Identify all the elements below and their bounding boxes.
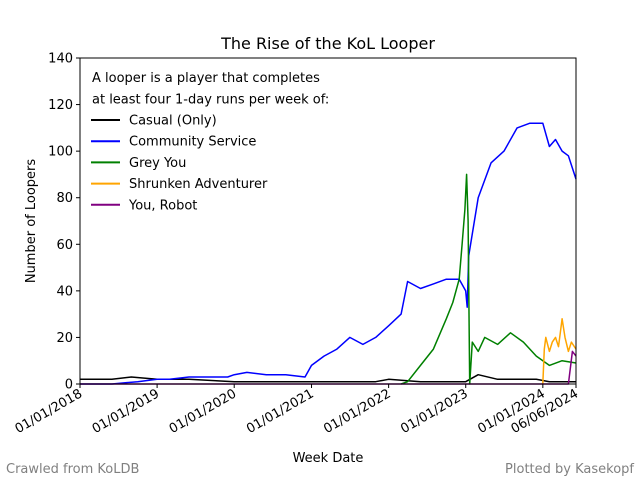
series-line-0 (80, 373, 576, 383)
x-tick-label: 01/01/2019 (90, 386, 162, 436)
y-tick-label: 20 (56, 331, 73, 346)
x-tick-label: 01/01/2022 (321, 386, 393, 436)
legend-note: at least four 1-day runs per week of: (92, 93, 329, 108)
legend-entry: Community Service (129, 135, 256, 150)
y-tick-label: 0 (65, 378, 73, 393)
footer-credit-right: Plotted by Kasekopf (505, 462, 634, 477)
legend-note: A looper is a player that completes (92, 71, 320, 86)
y-tick-label: 120 (48, 98, 73, 113)
chart-title: The Rise of the KoL Looper (220, 34, 435, 53)
y-axis-label: Number of Loopers (24, 159, 39, 284)
y-tick-label: 100 (48, 145, 73, 160)
y-tick-label: 40 (56, 284, 73, 299)
series-line-2 (400, 173, 577, 385)
y-tick-label: 60 (56, 238, 73, 253)
series-line-3 (542, 318, 577, 385)
legend-entry: Casual (Only) (129, 114, 217, 129)
x-tick-label: 01/01/2018 (13, 386, 85, 436)
plot-frame (79, 57, 577, 385)
x-tick-label: 01/01/2020 (167, 386, 239, 436)
y-tick-label: 80 (56, 191, 73, 206)
legend: A looper is a player that completes at le… (91, 71, 329, 213)
legend-entry: You, Robot (128, 198, 197, 213)
series-line-1 (80, 122, 577, 385)
x-axis-label: Week Date (293, 451, 364, 466)
x-tick-label: 01/01/2023 (398, 386, 470, 436)
legend-entry: Grey You (129, 156, 186, 171)
x-tick-label: 01/01/2021 (244, 386, 316, 436)
footer-credit-left: Crawled from KoLDB (6, 462, 140, 477)
y-tick-label: 140 (48, 52, 73, 67)
legend-entry: Shrunken Adventurer (129, 177, 268, 192)
